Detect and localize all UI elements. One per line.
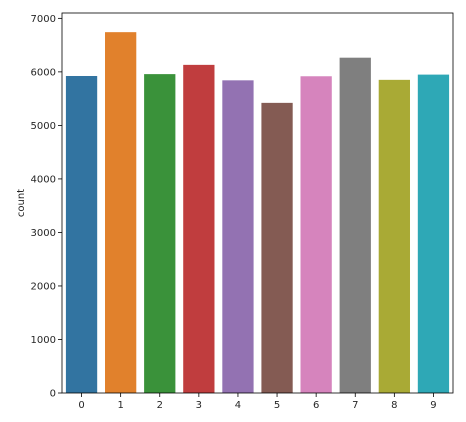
- bar-7: [339, 57, 371, 394]
- bars-layer: [65, 32, 450, 394]
- x-tick-label: 0: [78, 400, 84, 411]
- bar-3: [183, 64, 215, 393]
- bar-9: [417, 74, 450, 393]
- y-tick-label: 6000: [31, 67, 56, 78]
- x-tick-label: 3: [196, 400, 202, 411]
- bar-8: [378, 79, 410, 393]
- x-tick-label: 4: [235, 400, 241, 411]
- x-tick-label: 6: [313, 400, 319, 411]
- y-tick-label: 0: [50, 389, 56, 400]
- bar-5: [261, 102, 293, 393]
- y-axis-label: count: [16, 189, 27, 217]
- bar-6: [300, 76, 332, 394]
- y-tick-label: 4000: [31, 174, 56, 185]
- bar-0: [65, 75, 98, 393]
- x-tick-label: 5: [274, 400, 280, 411]
- x-tick-label: 2: [157, 400, 163, 411]
- y-tick-label: 5000: [31, 121, 56, 132]
- y-tick-label: 2000: [31, 281, 56, 292]
- plot-frame: [61, 12, 454, 394]
- y-tick-label: 7000: [31, 14, 56, 25]
- ticks-layer: 0 1 2 3 4 5 6 7 8 9 0 1000 2000 3000 4000 5000 6000 7000: [31, 14, 437, 411]
- x-tick-label: 9: [430, 400, 436, 411]
- x-tick-label: 1: [117, 400, 123, 411]
- bar-2: [144, 74, 176, 393]
- y-tick-label: 3000: [31, 228, 56, 239]
- x-tick-label: 8: [391, 400, 397, 411]
- x-tick-label: 7: [352, 400, 358, 411]
- bar-1: [105, 32, 137, 394]
- y-tick-label: 1000: [31, 335, 56, 346]
- bar-4: [222, 80, 254, 393]
